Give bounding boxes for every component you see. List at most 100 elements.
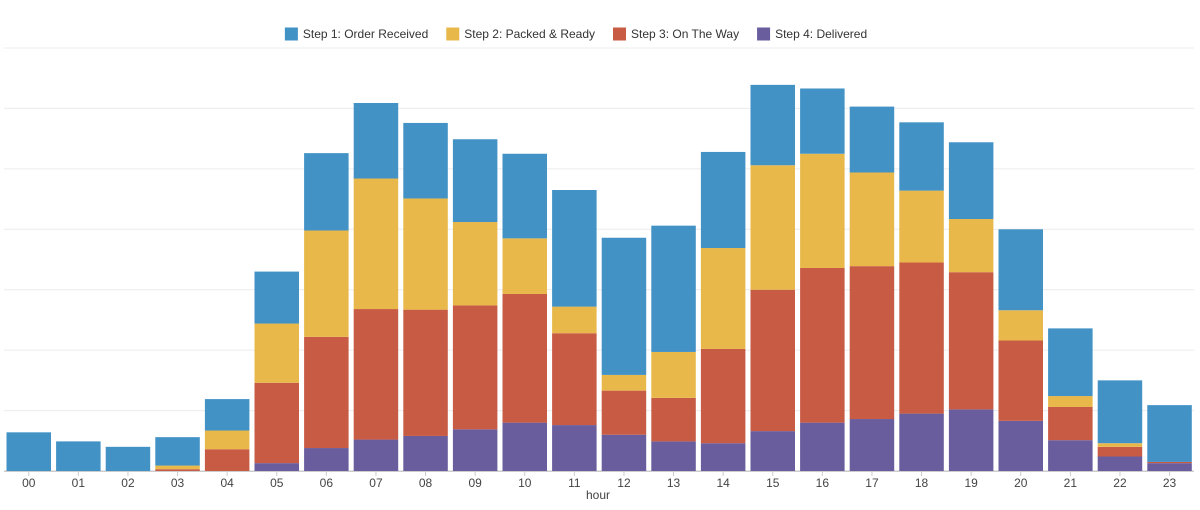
bar-segment[interactable] <box>800 422 845 471</box>
bar-segment[interactable] <box>750 289 796 432</box>
bar-segment[interactable] <box>998 310 1044 341</box>
bar-segment[interactable] <box>601 390 647 435</box>
bar-segment[interactable] <box>849 419 895 471</box>
bar-segment[interactable] <box>998 229 1044 311</box>
bar-segment[interactable] <box>254 463 300 471</box>
bar-segment[interactable] <box>1147 463 1192 471</box>
bar-segment[interactable] <box>155 437 200 466</box>
bar-segment[interactable] <box>353 309 399 440</box>
bar-segment[interactable] <box>56 441 101 471</box>
bar-segment[interactable] <box>948 219 994 273</box>
bar-segment[interactable] <box>998 420 1044 471</box>
bar-segment[interactable] <box>452 429 498 471</box>
bar-segment[interactable] <box>502 238 548 294</box>
bar-segment[interactable] <box>1097 456 1143 471</box>
x-tick-label: 23 <box>1163 476 1177 490</box>
legend-swatch <box>446 27 460 41</box>
bar-segment[interactable] <box>552 425 597 471</box>
bar-segment[interactable] <box>552 190 597 307</box>
bar-segment[interactable] <box>155 469 200 471</box>
bar-segment[interactable] <box>254 382 300 464</box>
bar-segment[interactable] <box>403 309 448 436</box>
bar-segment[interactable] <box>1097 446 1143 457</box>
x-tick-label: 06 <box>320 476 334 490</box>
bar-segment[interactable] <box>700 348 746 444</box>
bar-segment[interactable] <box>1048 328 1093 397</box>
bar-segment[interactable] <box>304 230 349 337</box>
x-axis-label: hour <box>586 488 610 502</box>
x-tick-label: 04 <box>220 476 234 490</box>
bar-segment[interactable] <box>948 272 994 410</box>
bar-segment[interactable] <box>452 139 498 223</box>
bar-segment[interactable] <box>800 88 845 154</box>
bar-segment[interactable] <box>1048 406 1093 441</box>
bar-segment[interactable] <box>204 449 250 471</box>
bar-segment[interactable] <box>204 399 250 431</box>
bar-segment[interactable] <box>601 237 647 375</box>
x-tick-label: 01 <box>72 476 86 490</box>
bar-segment[interactable] <box>651 351 696 398</box>
bar-segment[interactable] <box>502 422 548 471</box>
bar-segment[interactable] <box>948 142 994 220</box>
bar-segment[interactable] <box>552 306 597 334</box>
bar-segment[interactable] <box>899 122 944 191</box>
bar-segment[interactable] <box>899 413 944 471</box>
bar-segment[interactable] <box>155 465 200 470</box>
gridlines <box>4 47 1194 472</box>
bar-segment[interactable] <box>304 448 349 471</box>
bar-segment[interactable] <box>849 106 895 173</box>
x-tick-label: 18 <box>915 476 929 490</box>
bar-segment[interactable] <box>651 225 696 352</box>
bar-segment[interactable] <box>1147 405 1192 462</box>
bar-segment[interactable] <box>601 374 647 391</box>
bar-segment[interactable] <box>353 102 399 179</box>
bar-segment[interactable] <box>1097 443 1143 447</box>
bar-segment[interactable] <box>1048 396 1093 407</box>
bar-segment[interactable] <box>304 153 349 231</box>
bar-segment[interactable] <box>700 248 746 349</box>
bar-segment[interactable] <box>353 178 399 310</box>
bar-segment[interactable] <box>651 441 696 471</box>
legend-item[interactable]: Step 4: Delivered <box>757 27 867 41</box>
bar-segment[interactable] <box>502 153 548 239</box>
bar-segment[interactable] <box>849 266 895 420</box>
bar-segment[interactable] <box>552 333 597 426</box>
bar-segment[interactable] <box>105 446 151 471</box>
legend-item[interactable]: Step 2: Packed & Ready <box>446 27 595 41</box>
bar-segment[interactable] <box>750 431 796 471</box>
x-tick-label: 00 <box>22 476 36 490</box>
bar-segment[interactable] <box>403 435 448 471</box>
bar-segment[interactable] <box>403 122 448 199</box>
bar-segment[interactable] <box>700 151 746 249</box>
bar-segment[interactable] <box>948 409 994 471</box>
bar-segment[interactable] <box>651 397 696 442</box>
bar-segment[interactable] <box>452 222 498 306</box>
bar-segment[interactable] <box>6 432 52 471</box>
x-tick-label: 20 <box>1014 476 1028 490</box>
bar-segment[interactable] <box>800 153 845 268</box>
bar-segment[interactable] <box>452 305 498 430</box>
bar-segment[interactable] <box>750 84 796 166</box>
bar-segment[interactable] <box>899 262 944 414</box>
bar-segment[interactable] <box>700 443 746 471</box>
bar-segment[interactable] <box>1097 380 1143 444</box>
bar-segment[interactable] <box>800 267 845 423</box>
bar-segment[interactable] <box>254 323 300 383</box>
bar-segment[interactable] <box>254 271 300 324</box>
bar-segment[interactable] <box>1147 461 1192 464</box>
bar-segment[interactable] <box>1048 440 1093 471</box>
bar-segment[interactable] <box>750 165 796 290</box>
bar-segment[interactable] <box>403 198 448 310</box>
x-tick-label: 05 <box>270 476 284 490</box>
legend[interactable]: Step 1: Order Received Step 2: Packed & R… <box>284 27 867 41</box>
bar-segment[interactable] <box>849 172 895 267</box>
bar-segment[interactable] <box>204 430 250 450</box>
bar-segment[interactable] <box>353 439 399 471</box>
bar-segment[interactable] <box>998 340 1044 421</box>
legend-item[interactable]: Step 3: On The Way <box>613 27 739 41</box>
bar-segment[interactable] <box>304 336 349 449</box>
bar-segment[interactable] <box>502 293 548 423</box>
bar-segment[interactable] <box>899 190 944 263</box>
legend-item[interactable]: Step 1: Order Received <box>284 27 428 41</box>
bar-segment[interactable] <box>601 434 647 471</box>
